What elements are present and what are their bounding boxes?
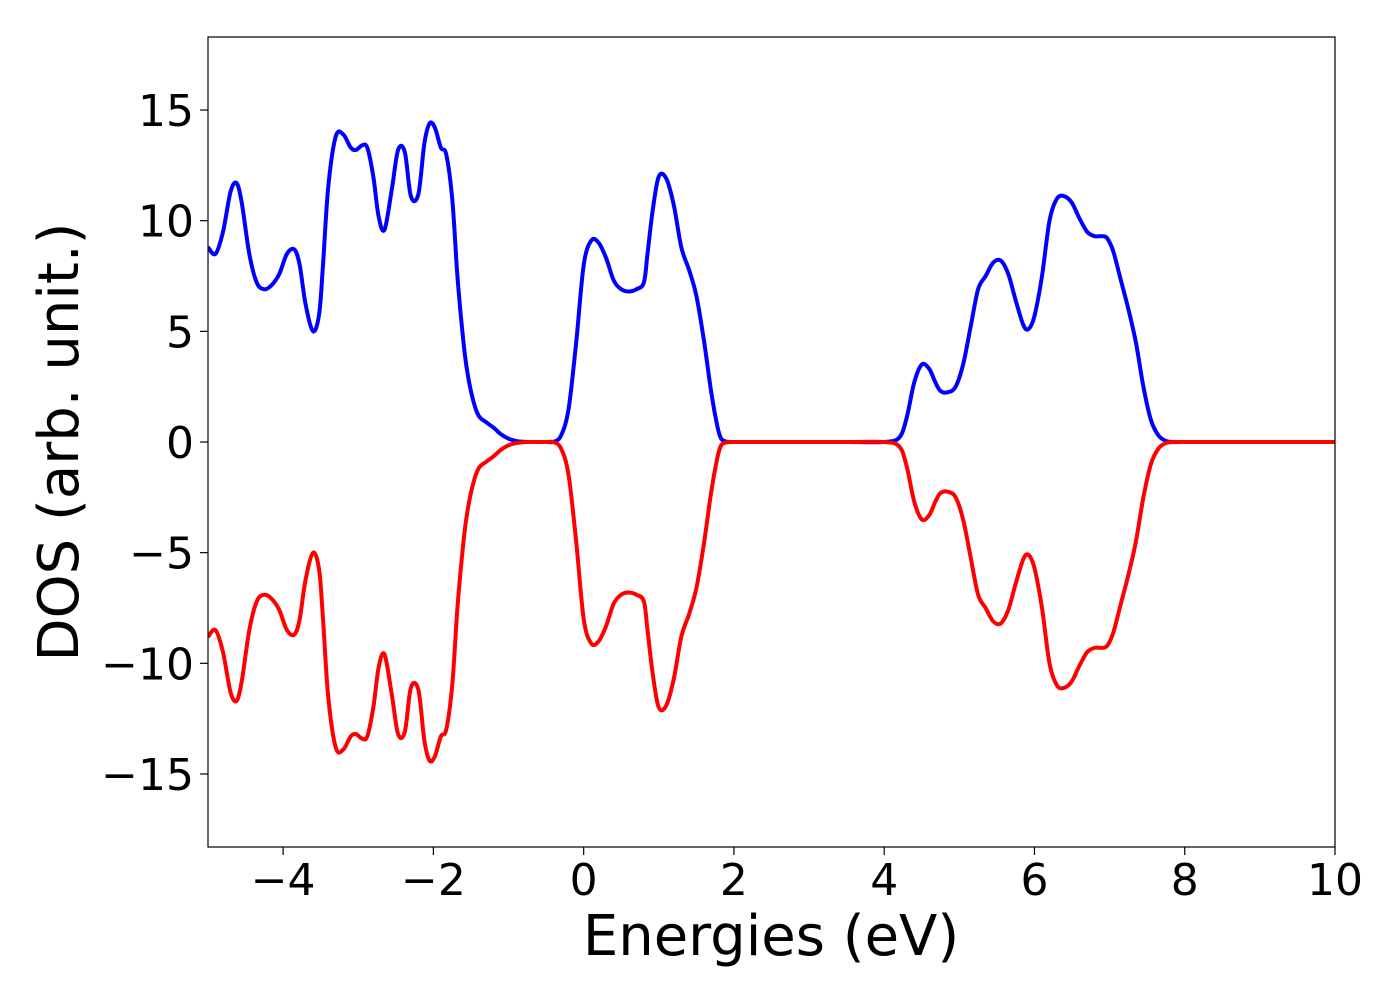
x-tick-label: 2 xyxy=(720,855,748,906)
y-tick-label: −10 xyxy=(101,639,194,690)
y-tick-label: 5 xyxy=(166,307,194,358)
x-tick-label: −4 xyxy=(251,855,316,906)
x-tick-label: 0 xyxy=(570,855,598,906)
y-tick-label: 0 xyxy=(166,418,194,469)
x-tick-label: 6 xyxy=(1020,855,1048,906)
y-tick-label: 10 xyxy=(138,197,194,248)
y-axis: 15 10 5 0 −5 −10 −15 xyxy=(101,86,208,801)
y-tick-label: −5 xyxy=(129,529,194,580)
x-tick-label: 4 xyxy=(870,855,898,906)
y-axis-title: DOS (arb. unit.) xyxy=(27,222,92,661)
y-tick-label: 15 xyxy=(138,86,194,137)
spin-down-line xyxy=(208,439,1335,764)
spin-up-line xyxy=(208,120,1335,445)
x-tick-label: 8 xyxy=(1171,855,1199,906)
y-tick-label: −15 xyxy=(101,750,194,801)
x-axis: −4 −2 0 2 4 6 8 10 xyxy=(251,847,1363,906)
series-layer xyxy=(208,120,1335,764)
x-tick-label: 10 xyxy=(1307,855,1363,906)
x-tick-label: −2 xyxy=(401,855,466,906)
x-axis-title: Energies (eV) xyxy=(583,904,959,969)
